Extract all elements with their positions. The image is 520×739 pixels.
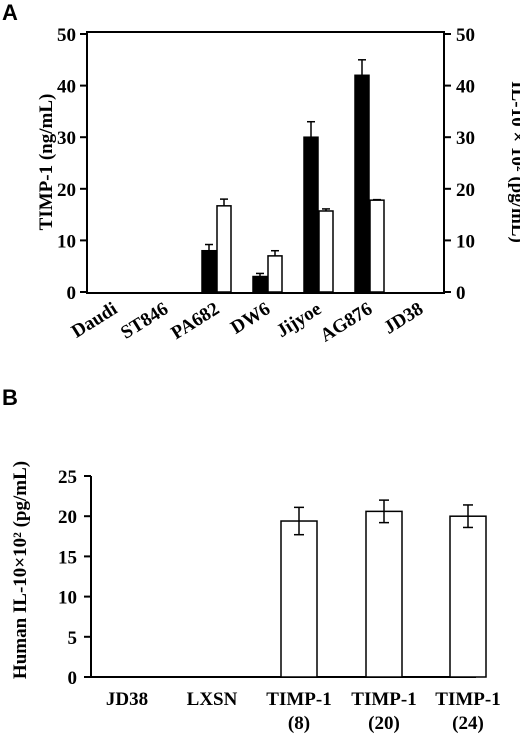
- panel-b-bar: [281, 521, 317, 677]
- panel-a-category-label: PA682: [168, 298, 224, 344]
- panel-b-tick-label: 15: [58, 547, 77, 568]
- panel-a-category-label: ST846: [117, 298, 172, 343]
- panel-b-category-label: JD38: [106, 689, 148, 710]
- panel-a-bar-series-1: [253, 277, 267, 292]
- panel-b-category-label: LXSN: [187, 689, 238, 710]
- panel-b-category-label: TIMP-1 (20): [351, 689, 416, 734]
- panel-a-bar-series-1: [202, 251, 216, 292]
- panel-a-bar-series-2: [268, 256, 282, 292]
- panel-b-y-axis-label: Human IL-10×10² (pg/mL): [10, 461, 31, 679]
- panel-a-left-tick-label: 30: [57, 128, 76, 149]
- panel-b-tick-label: 20: [58, 507, 77, 528]
- panel-a-left-axis-label: TIMP-1 (ng/mL): [36, 94, 57, 231]
- panel-a-right-tick-label: 0: [456, 283, 466, 304]
- panel-a-left-tick-label: 20: [57, 180, 76, 201]
- panel-a-bar-series-2: [370, 200, 384, 292]
- panel-b-bar: [450, 516, 486, 677]
- panel-a-left-tick-label: 50: [57, 25, 76, 46]
- panel-a-bar-series-2: [319, 211, 333, 292]
- panel-a-left-tick-label: 0: [67, 283, 77, 304]
- panel-a-bar-series-1: [355, 75, 369, 292]
- panel-a-category-label: Jijyoe: [273, 298, 325, 342]
- panel-a-category-label: DW6: [227, 298, 274, 338]
- panel-b-tick-label: 5: [68, 628, 78, 649]
- panel-b-tick-label: 10: [58, 588, 77, 609]
- panel-a-left-tick-label: 10: [57, 231, 76, 252]
- panel-a-right-axis-label: IL-10 × 10² (pg/mL): [507, 81, 520, 243]
- panel-a-right-tick-label: 40: [456, 77, 475, 98]
- panel-b-tick-label: 0: [68, 668, 78, 689]
- panel-b-chart: 0 5 10 15 20 25 JD38 LXSN TIMP-1 (8) TIMP-1 (20) TI…: [10, 461, 501, 734]
- panel-label-a: A: [2, 0, 18, 25]
- panel-a-bar-series-1: [304, 137, 318, 292]
- panel-a-right-tick-label: 30: [456, 128, 475, 149]
- panel-b-category-label: TIMP-1 (8): [266, 689, 331, 734]
- panel-a-category-label: AG876: [317, 298, 376, 346]
- panel-a-right-tick-label: 10: [456, 231, 475, 252]
- panel-a-right-tick-label: 50: [456, 25, 475, 46]
- panel-a-category-label: Daudi: [68, 298, 121, 342]
- panel-a-left-tick-label: 40: [57, 77, 76, 98]
- panel-a-category-label: JD38: [380, 298, 427, 338]
- panel-a-right-tick-label: 20: [456, 180, 475, 201]
- panel-b-bar: [366, 511, 402, 677]
- panel-b-category-label: TIMP-1 (24): [435, 689, 500, 734]
- panel-label-b: B: [2, 385, 18, 410]
- panel-a-plot-frame: [87, 32, 444, 293]
- panel-a-bar-series-2: [217, 206, 231, 292]
- panel-b-tick-label: 25: [58, 467, 77, 488]
